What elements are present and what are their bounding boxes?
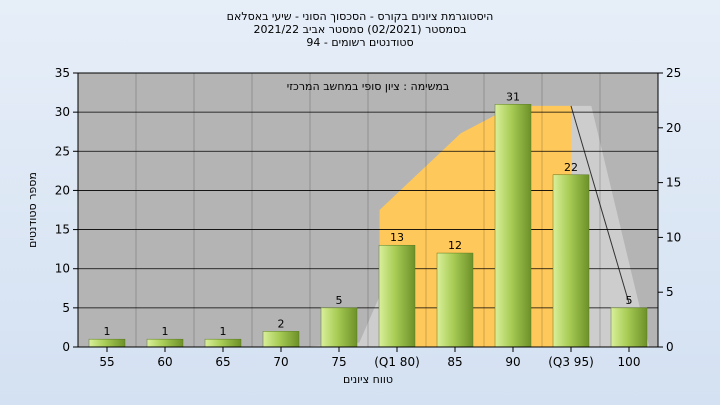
y-tick-label: 35	[55, 66, 70, 80]
x-tick-label: (Q3 95)	[548, 355, 594, 369]
bar[interactable]	[320, 307, 358, 348]
bar-value-label: 12	[448, 239, 462, 252]
y-tick-label: 20	[55, 183, 70, 197]
x-tick-label: 60	[157, 355, 172, 369]
y2-tick-label: 0	[666, 340, 674, 354]
x-tick-label: 65	[215, 355, 230, 369]
bar-value-label: 22	[564, 161, 578, 174]
chart-title-line-2: בסמסטר (02/2021) סמסטר אביב 2021/22	[253, 23, 467, 36]
y2-tick-label: 15	[666, 176, 681, 190]
x-axis-label: טווח ציונים	[343, 373, 393, 386]
bar[interactable]	[204, 338, 242, 348]
bar[interactable]	[436, 252, 474, 348]
chart-title-line-1: היסטוגרמת ציונים בקורס - הסכסוך הסוני - …	[226, 10, 494, 23]
y2-tick-label: 20	[666, 121, 681, 135]
bar[interactable]	[262, 331, 300, 348]
bar-value-label: 5	[336, 294, 343, 307]
y-tick-label: 25	[55, 144, 70, 158]
bar[interactable]	[88, 338, 126, 348]
bar-value-label: 1	[220, 325, 227, 338]
bar[interactable]	[494, 104, 532, 348]
plot-border	[77, 72, 659, 348]
y2-tick-label: 25	[666, 66, 681, 80]
chart-annotation: במשימה : ציון סופי במחשב המרכזי	[287, 80, 450, 93]
x-tick-label: 100	[618, 355, 641, 369]
bar[interactable]	[146, 338, 184, 348]
bar[interactable]	[552, 174, 590, 348]
bar-value-label: 5	[626, 294, 633, 307]
chart-title-line-3: סטודנטים רשומים - 94	[306, 36, 414, 49]
x-tick-label: (Q1 80)	[374, 355, 420, 369]
bar[interactable]	[378, 244, 416, 348]
y2-tick-label: 5	[666, 285, 674, 299]
bar-value-label: 31	[506, 90, 520, 103]
y-tick-label: 0	[62, 340, 70, 354]
x-tick-label: 75	[331, 355, 346, 369]
x-tick-label: 55	[99, 355, 114, 369]
y-tick-label: 5	[62, 301, 70, 315]
y-tick-label: 10	[55, 262, 70, 276]
bar-value-label: 1	[104, 325, 111, 338]
bar[interactable]	[610, 307, 648, 348]
bar-value-label: 13	[390, 231, 404, 244]
y-tick-label: 15	[55, 223, 70, 237]
chart-title: היסטוגרמת ציונים בקורס - הסכסוך הסוני - …	[0, 10, 720, 49]
y-tick-label: 30	[55, 105, 70, 119]
y2-tick-label: 10	[666, 230, 681, 244]
bar-value-label: 1	[162, 325, 169, 338]
bar-value-label: 2	[278, 317, 285, 330]
y-axis-label: מספר סטודנטים	[26, 172, 39, 248]
x-tick-label: 90	[505, 355, 520, 369]
x-tick-label: 85	[447, 355, 462, 369]
x-tick-label: 70	[273, 355, 288, 369]
